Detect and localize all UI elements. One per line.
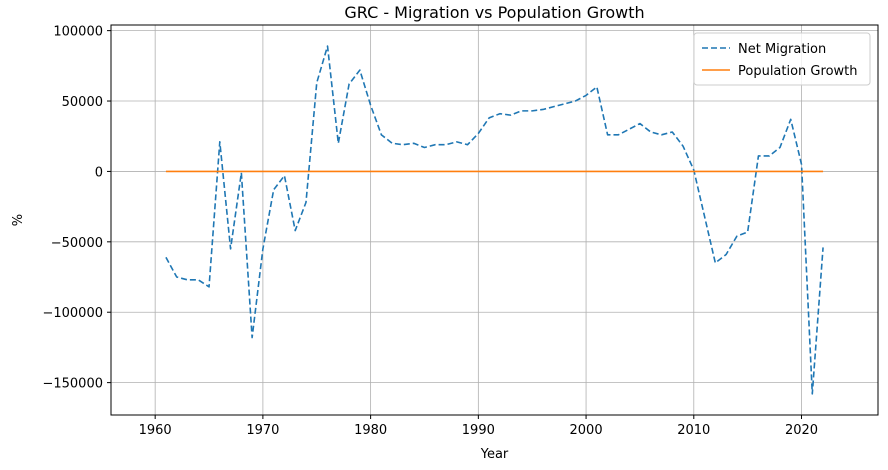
x-tick-label: 2000 bbox=[570, 423, 603, 438]
y-axis-label: % bbox=[11, 214, 26, 226]
legend-label: Net Migration bbox=[738, 42, 826, 57]
y-tick-label: −150000 bbox=[42, 377, 103, 392]
y-tick-label: 50000 bbox=[62, 95, 103, 110]
plot-frame bbox=[110, 24, 879, 416]
chart-title: GRC - Migration vs Population Growth bbox=[344, 3, 644, 22]
series-line-net-migration bbox=[165, 45, 824, 395]
legend-box bbox=[693, 32, 871, 86]
y-tick-label: 0 bbox=[95, 165, 103, 180]
x-tick-label: 2010 bbox=[677, 423, 710, 438]
x-tick-label: 1980 bbox=[354, 423, 387, 438]
x-tick-label: 1960 bbox=[139, 423, 172, 438]
legend: Net Migration Population Growth bbox=[693, 32, 871, 86]
y-tick-label: −100000 bbox=[42, 306, 103, 321]
x-tick-label: 2020 bbox=[785, 423, 818, 438]
legend-label: Population Growth bbox=[738, 64, 858, 79]
y-tick-label: 100000 bbox=[53, 25, 103, 40]
x-axis-label: Year bbox=[480, 447, 509, 462]
y-tick-label: −50000 bbox=[51, 236, 103, 251]
ticks: 1960 1970 1980 1990 2000 2010 2020 −150000 −1000… bbox=[42, 25, 818, 438]
x-tick-label: 1990 bbox=[462, 423, 495, 438]
series-layer bbox=[165, 45, 824, 395]
x-tick-label: 1970 bbox=[246, 423, 279, 438]
